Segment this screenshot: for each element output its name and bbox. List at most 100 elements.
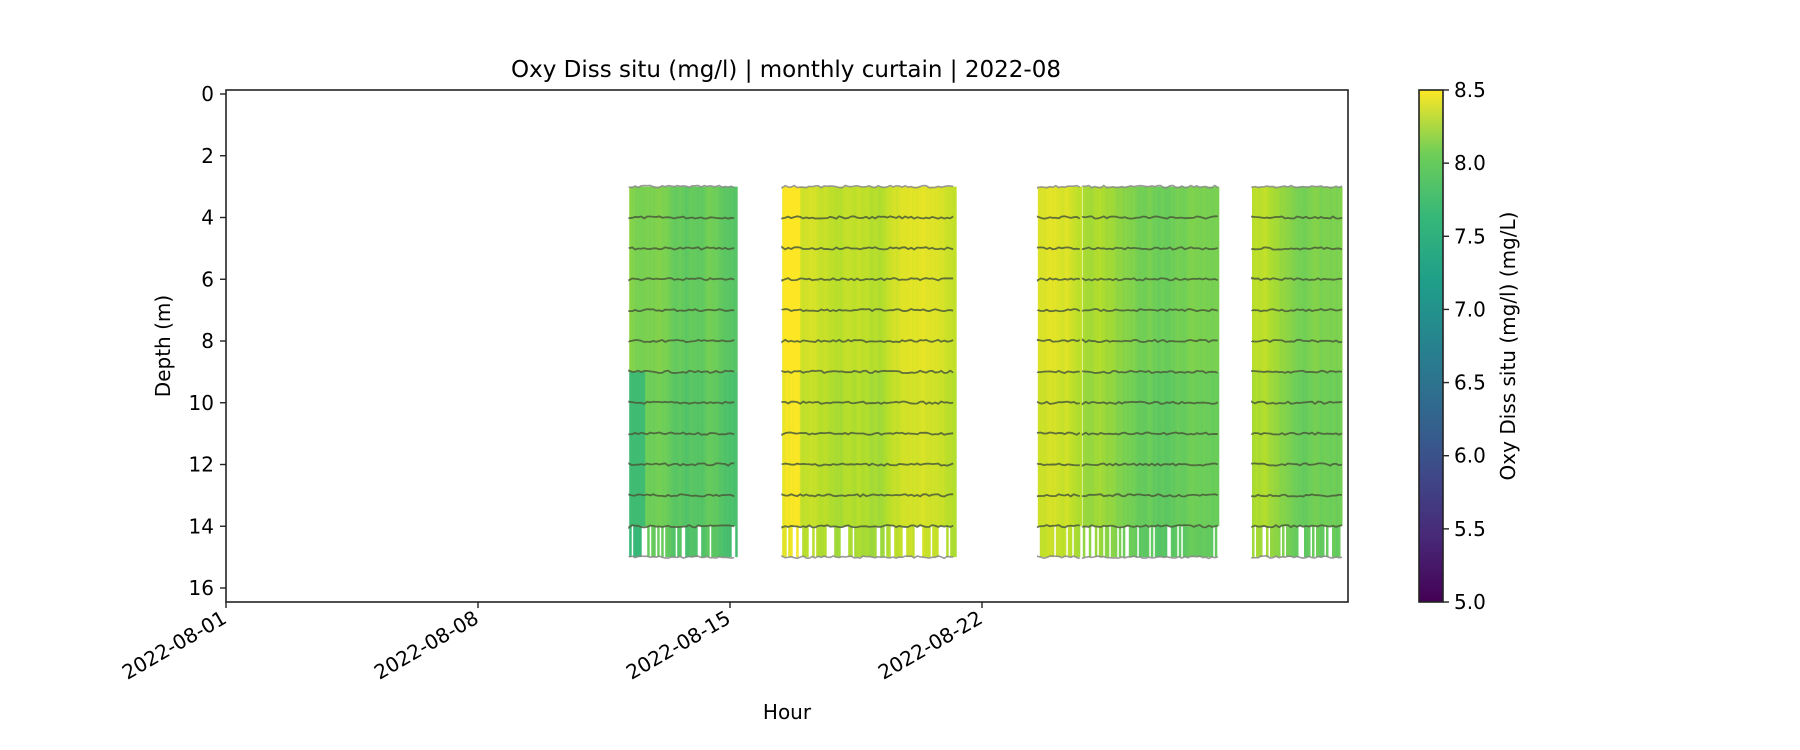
curtain-cell	[1208, 526, 1212, 558]
curtain-cell	[643, 371, 646, 527]
curtain-cell	[874, 526, 877, 558]
curtain-cell	[1110, 526, 1114, 558]
curtain-cell	[910, 371, 913, 527]
curtain-cell	[1200, 526, 1204, 558]
curtain-cell	[1114, 371, 1118, 527]
curtain-cell	[884, 371, 887, 527]
curtain-cell	[653, 371, 656, 527]
curtain-cell	[914, 371, 917, 527]
curtain-cell	[890, 371, 893, 527]
sensor-line	[1036, 493, 1081, 498]
curtain-cell	[1126, 371, 1130, 527]
curtain-cell	[954, 371, 957, 527]
sensor-line	[1251, 276, 1343, 282]
curtain-cell	[1140, 186, 1144, 372]
curtain-cell	[1206, 526, 1210, 558]
curtain-cell	[727, 371, 730, 527]
curtain-cell	[786, 371, 789, 527]
curtain-cell	[868, 371, 871, 527]
curtain-cell	[790, 526, 793, 558]
curtain-cell	[1210, 371, 1214, 527]
curtain-cell	[872, 371, 875, 527]
curtain-cell	[701, 371, 704, 527]
curtain-cell	[1156, 526, 1160, 558]
curtain-cell	[822, 371, 825, 527]
curtain-cell	[1112, 526, 1116, 558]
sensor-line	[781, 400, 954, 405]
curtain-cell	[932, 526, 935, 558]
curtain-cell	[1096, 371, 1100, 527]
curtain-cell	[669, 526, 672, 558]
sensor-line	[1036, 338, 1081, 343]
curtain-cell	[1210, 526, 1214, 558]
curtain-cell	[1204, 526, 1208, 558]
curtain-cell	[1214, 371, 1218, 527]
sensor-line	[1036, 369, 1080, 375]
curtain-cell	[665, 371, 668, 527]
curtain-cell	[802, 371, 805, 527]
curtain-cell	[647, 526, 650, 558]
curtain-cell	[1142, 526, 1146, 558]
curtain-cell	[1158, 526, 1162, 558]
sensor-line	[781, 215, 954, 220]
curtain-cell	[932, 371, 935, 527]
sensor-depth-lines	[628, 184, 1343, 560]
curtain-cell	[1294, 371, 1297, 527]
curtain-cell	[1104, 526, 1108, 558]
colorbar-tick-label: 7.0	[1454, 297, 1486, 321]
curtain-cell	[1216, 186, 1220, 372]
curtain-cell	[924, 371, 927, 527]
curtain-cell	[693, 526, 696, 558]
curtain-cell	[794, 371, 797, 527]
curtain-cell	[1252, 371, 1255, 527]
colorbar-label: Oxy Diss situ (mg/l) (mg/L)	[1496, 212, 1520, 481]
curtain-cell	[792, 371, 795, 527]
curtain-cell	[1092, 371, 1096, 527]
sensor-line	[628, 308, 735, 313]
curtain-cell	[936, 371, 939, 527]
curtain-cell	[1088, 371, 1092, 527]
curtain-cell	[1166, 371, 1170, 527]
sensor-line	[1082, 184, 1219, 189]
curtain-cell	[629, 526, 632, 558]
curtain-cell	[699, 186, 702, 372]
curtain-cell	[782, 371, 785, 527]
curtain-cell	[850, 526, 853, 558]
curtain-cell	[1158, 371, 1162, 527]
curtain-cell	[1150, 526, 1154, 558]
curtain-cell	[782, 526, 785, 558]
curtain-cell	[792, 186, 795, 372]
curtain-cell	[862, 526, 865, 558]
curtain-cell	[1306, 526, 1309, 558]
curtain-cell	[1198, 371, 1202, 527]
curtain-cell	[908, 371, 911, 527]
curtain-cell	[870, 371, 873, 527]
curtain-cell	[1152, 371, 1156, 527]
y-tick-label: 14	[189, 514, 214, 538]
curtain-cell	[952, 186, 955, 372]
curtain-cell	[1055, 371, 1059, 527]
curtain-cell	[1057, 371, 1061, 527]
curtain-cell	[1320, 371, 1323, 527]
curtain-cell	[1286, 526, 1289, 558]
sensor-line	[781, 554, 954, 560]
colorbar-tick-label: 6.5	[1454, 371, 1486, 395]
curtain-cell	[864, 526, 867, 558]
curtain-cell	[1039, 371, 1043, 527]
colorbar-tick-label: 8.0	[1454, 151, 1486, 175]
curtain-cell	[866, 526, 869, 558]
curtain-cell	[788, 371, 791, 527]
curtain-cell	[930, 371, 933, 527]
curtain-cell	[1186, 526, 1190, 558]
curtain-cell	[1067, 526, 1071, 558]
curtain-cell	[858, 371, 861, 527]
curtain-cell	[677, 371, 680, 527]
curtain-cell	[709, 371, 712, 527]
sensor-line	[781, 431, 954, 436]
sensor-line	[1036, 400, 1080, 405]
curtain-cell	[854, 526, 857, 558]
curtain-cell	[1256, 371, 1259, 527]
sensor-line	[1036, 215, 1081, 220]
curtain-cell	[1288, 371, 1291, 527]
curtain-cell	[1318, 371, 1321, 527]
